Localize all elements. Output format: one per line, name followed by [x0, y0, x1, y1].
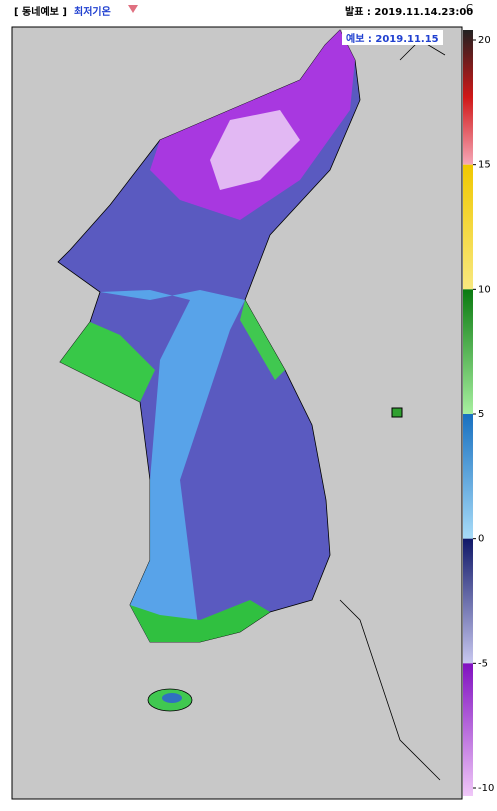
colorbar-band [463, 289, 473, 414]
colorbar: 20 15 10 5 0 -5 -10 [463, 30, 494, 796]
west-coast [60, 322, 155, 402]
colorbar-band [463, 164, 473, 290]
tick-label: 5 [478, 409, 484, 420]
tick-label: 0 [478, 534, 484, 545]
tick-label: -10 [478, 783, 494, 794]
dropdown-icon[interactable] [128, 5, 138, 13]
colorbar-band [463, 30, 473, 165]
western-lowland [100, 290, 245, 642]
valid-time: 예보 : 2019.11.15 [342, 30, 443, 45]
product-label: [ 동네예보 ] [14, 7, 67, 18]
variable-label[interactable]: 최저기온 [74, 7, 111, 18]
jeju-peak [162, 693, 182, 703]
ulleungdo [391, 407, 403, 418]
unit-label: C [466, 3, 473, 14]
tick-label: 10 [478, 284, 491, 295]
highland [210, 110, 300, 190]
colorbar-band [463, 414, 473, 539]
tick-label: 15 [478, 160, 491, 171]
tick-label: -5 [478, 658, 488, 669]
colorbar-band [463, 538, 473, 664]
tick-label: 20 [478, 35, 491, 46]
east-coast [240, 300, 285, 380]
south-coast [130, 600, 270, 642]
japan-coast [339, 599, 441, 781]
colorbar-band [463, 663, 473, 796]
issued-time: 발표 : 2019.11.14.23:00 [345, 7, 474, 18]
